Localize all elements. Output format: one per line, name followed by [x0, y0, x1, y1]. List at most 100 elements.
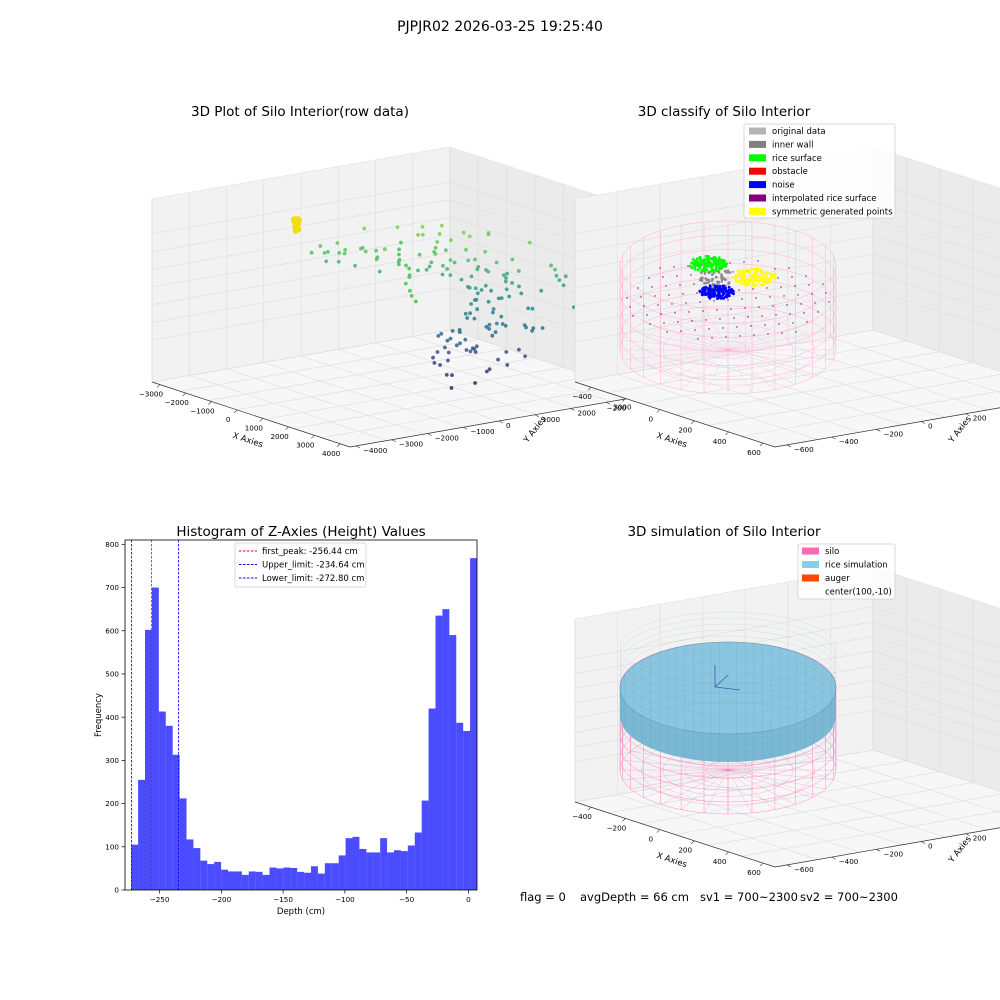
- histogram-bar: [214, 861, 222, 890]
- raw-point: [416, 268, 420, 273]
- histogram-bar: [345, 838, 353, 890]
- raw-point: [443, 345, 447, 350]
- inner-wall-point: [710, 279, 714, 282]
- simulation-legend-label: rice simulation: [825, 561, 888, 571]
- interp-point: [657, 304, 659, 306]
- rice-mesh: [619, 611, 837, 685]
- raw-point: [454, 343, 459, 348]
- rice-surface-point: [695, 257, 699, 261]
- histogram-bar: [269, 867, 277, 890]
- histogram-bar: [414, 832, 422, 890]
- noise-point: [708, 290, 712, 293]
- interp-point: [721, 281, 723, 283]
- symmetric-point: [746, 277, 750, 281]
- grid-line: [702, 359, 903, 425]
- x-tick-label: 600: [747, 448, 761, 457]
- noise-point: [724, 295, 727, 298]
- simulation-plot-title: 3D simulation of Silo Interior: [627, 524, 821, 540]
- x-tick-label: −100: [335, 895, 355, 904]
- rice-surface-point: [707, 256, 710, 260]
- interp-point: [791, 276, 793, 278]
- x-axis-label: X Axies: [231, 431, 264, 450]
- y-tick-label: −400: [839, 857, 859, 866]
- silo-spoke: [727, 760, 834, 771]
- raw-point: [475, 267, 480, 272]
- interp-point: [750, 325, 752, 327]
- grid-line: [263, 362, 462, 428]
- raw-point: [440, 272, 445, 277]
- interp-point: [733, 317, 735, 319]
- noise-point: [721, 294, 725, 297]
- raw-point: [459, 277, 464, 282]
- noise-point: [706, 287, 710, 290]
- interp-point: [680, 330, 682, 332]
- raw-point: [490, 333, 495, 338]
- y-tick-label: 500: [105, 670, 119, 679]
- raw-point: [467, 234, 472, 239]
- auger-line: [714, 686, 741, 691]
- interp-point: [828, 301, 830, 303]
- interp-point: [732, 271, 734, 273]
- rice-surface-point: [702, 266, 706, 270]
- grid-line: [189, 375, 388, 441]
- x-tick-mark: [759, 862, 764, 867]
- symmetric-point: [770, 275, 774, 279]
- x-tick-mark: [311, 435, 315, 439]
- symmetric-point: [773, 272, 777, 276]
- symmetric-point: [752, 281, 755, 284]
- histogram-bar: [421, 800, 429, 890]
- rice-surface-point: [699, 259, 703, 262]
- y-tick-label: −1000: [470, 427, 495, 436]
- x-tick-mark: [725, 851, 729, 856]
- interp-point: [806, 321, 808, 323]
- raw-point: [486, 299, 491, 304]
- rice-surface-point: [713, 256, 716, 260]
- raw-point: [491, 310, 495, 315]
- raw-point: [470, 346, 475, 351]
- histogram-bar: [290, 867, 298, 890]
- raw-point: [399, 240, 403, 245]
- x-tick-label: 400: [713, 437, 727, 446]
- rice-surface-point: [723, 259, 726, 263]
- inner-wall-point: [717, 270, 721, 274]
- rice-surface-point: [720, 261, 724, 264]
- grid-line: [830, 337, 1000, 393]
- grid-line: [745, 772, 946, 838]
- status-avg-depth: avgDepth = 66 cm: [580, 890, 689, 904]
- raw-point: [469, 302, 473, 306]
- interp-point: [660, 313, 662, 315]
- raw-point: [517, 284, 521, 289]
- x-tick-mark: [156, 384, 161, 388]
- raw-point: [404, 263, 408, 268]
- interp-point: [654, 295, 656, 297]
- silo-wire-spoke: [727, 349, 826, 370]
- histogram-legend-frame: [234, 542, 367, 588]
- grid-line: [617, 794, 818, 860]
- raw-point: [374, 248, 379, 253]
- histogram-bar: [366, 852, 374, 890]
- silo-spoke: [622, 769, 729, 780]
- x-tick-mark: [622, 398, 626, 402]
- raw-point: [464, 247, 468, 252]
- noise-point: [717, 286, 720, 290]
- raw-point: [397, 257, 402, 262]
- silo-spoke: [727, 769, 813, 798]
- silo-wire-spoke: [727, 349, 813, 378]
- interp-point: [677, 321, 679, 323]
- rice-surface-point: [703, 269, 707, 273]
- interp-point: [648, 277, 650, 279]
- silo-wire-spoke: [727, 315, 796, 351]
- raw-point: [473, 257, 477, 262]
- raw-point: [527, 240, 532, 245]
- histogram-bar: [338, 855, 346, 890]
- rice-surface-point: [719, 265, 723, 269]
- interp-point: [803, 312, 805, 314]
- x-axis-line: [151, 381, 351, 448]
- histogram-bar: [463, 730, 471, 890]
- y-tick-label: 200: [105, 799, 119, 808]
- classify-3d-plot: 3D classify of Silo Interior −400 −200 0 20…: [572, 104, 1000, 457]
- raw-point: [561, 283, 566, 288]
- x-tick-label: 2000: [270, 432, 289, 441]
- raw-point: [309, 250, 314, 255]
- classify-legend-swatch: [749, 181, 766, 189]
